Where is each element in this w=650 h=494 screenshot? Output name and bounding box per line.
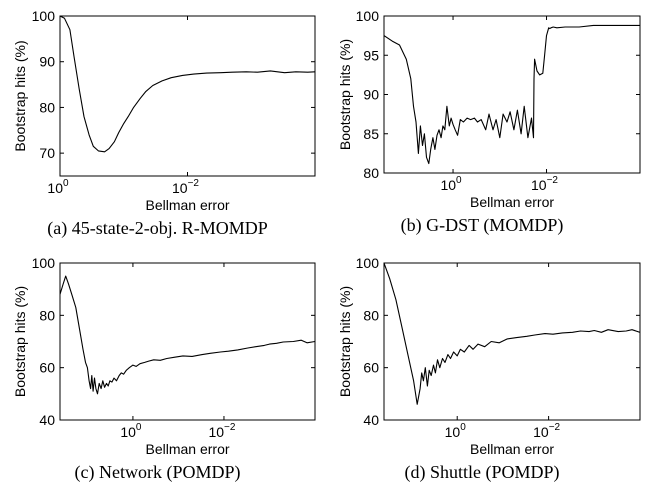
x-tick-exponent: 0 <box>63 178 69 189</box>
y-tick-label: 60 <box>363 360 379 376</box>
y-tick-label: 85 <box>363 126 379 142</box>
y-tick-label: 80 <box>363 307 379 323</box>
x-tick-label: 100 <box>440 175 462 193</box>
y-tick-label: 40 <box>363 412 379 428</box>
x-tick-exponent: 0 <box>460 422 466 433</box>
y-tick-label: 40 <box>39 412 55 428</box>
plot-frame <box>59 15 316 177</box>
x-tick-base: 10 <box>208 424 224 440</box>
panel-caption: (c) Network (POMDP) <box>75 462 241 483</box>
x-axis-label: Bellman error <box>145 441 229 457</box>
y-tick-label: 60 <box>39 360 55 376</box>
plot-frame <box>59 262 316 421</box>
x-tick-base: 10 <box>531 177 547 193</box>
x-axis-label: Bellman error <box>470 441 554 457</box>
y-tick-label: 80 <box>39 307 55 323</box>
panel-caption: (d) Shuttle (POMDP) <box>404 462 559 483</box>
y-tick-label: 100 <box>32 255 56 271</box>
x-tick-exponent: −2 <box>188 178 200 189</box>
y-axis-label: Bootstrap hits (%) <box>12 40 28 151</box>
x-tick-exponent: 0 <box>136 422 142 433</box>
x-tick-base: 10 <box>120 424 136 440</box>
x-tick-base: 10 <box>47 180 63 196</box>
x-tick-exponent: −2 <box>549 422 561 433</box>
plot-frame <box>383 15 641 174</box>
y-tick-label: 95 <box>363 47 379 63</box>
y-tick-label: 80 <box>39 99 55 115</box>
x-tick-exponent: 0 <box>456 175 462 186</box>
plot-frame <box>383 262 641 421</box>
panel-caption: (a) 45-state-2-obj. R-MOMDP <box>47 218 267 239</box>
panel-caption: (b) G-DST (MOMDP) <box>401 215 564 236</box>
x-tick-base: 10 <box>440 177 456 193</box>
x-tick-exponent: −2 <box>547 175 559 186</box>
y-axis-label: Bootstrap hits (%) <box>12 286 28 397</box>
x-tick-label: 100 <box>47 178 69 196</box>
series-line <box>60 275 315 395</box>
y-tick-label: 90 <box>363 87 379 103</box>
y-axis-label: Bootstrap hits (%) <box>337 39 353 150</box>
y-tick-label: 70 <box>39 145 55 161</box>
series-line <box>384 24 640 165</box>
series-line <box>60 16 315 153</box>
y-tick-label: 100 <box>356 8 380 24</box>
x-tick-exponent: −2 <box>224 422 236 433</box>
x-tick-label: 10−2 <box>533 422 560 440</box>
series-line <box>384 263 640 405</box>
x-tick-label: 10−2 <box>172 178 199 196</box>
x-tick-label: 10−2 <box>531 175 558 193</box>
x-tick-base: 10 <box>533 424 549 440</box>
y-axis-label: Bootstrap hits (%) <box>337 286 353 397</box>
x-tick-label: 10−2 <box>208 422 235 440</box>
x-tick-base: 10 <box>172 180 188 196</box>
x-tick-label: 100 <box>120 422 142 440</box>
y-tick-label: 100 <box>356 255 380 271</box>
x-axis-label: Bellman error <box>470 194 554 210</box>
y-tick-label: 100 <box>32 8 56 24</box>
x-tick-base: 10 <box>445 424 461 440</box>
y-tick-label: 80 <box>363 165 379 181</box>
x-axis-label: Bellman error <box>145 197 229 213</box>
y-tick-label: 90 <box>39 54 55 70</box>
x-tick-label: 100 <box>445 422 467 440</box>
